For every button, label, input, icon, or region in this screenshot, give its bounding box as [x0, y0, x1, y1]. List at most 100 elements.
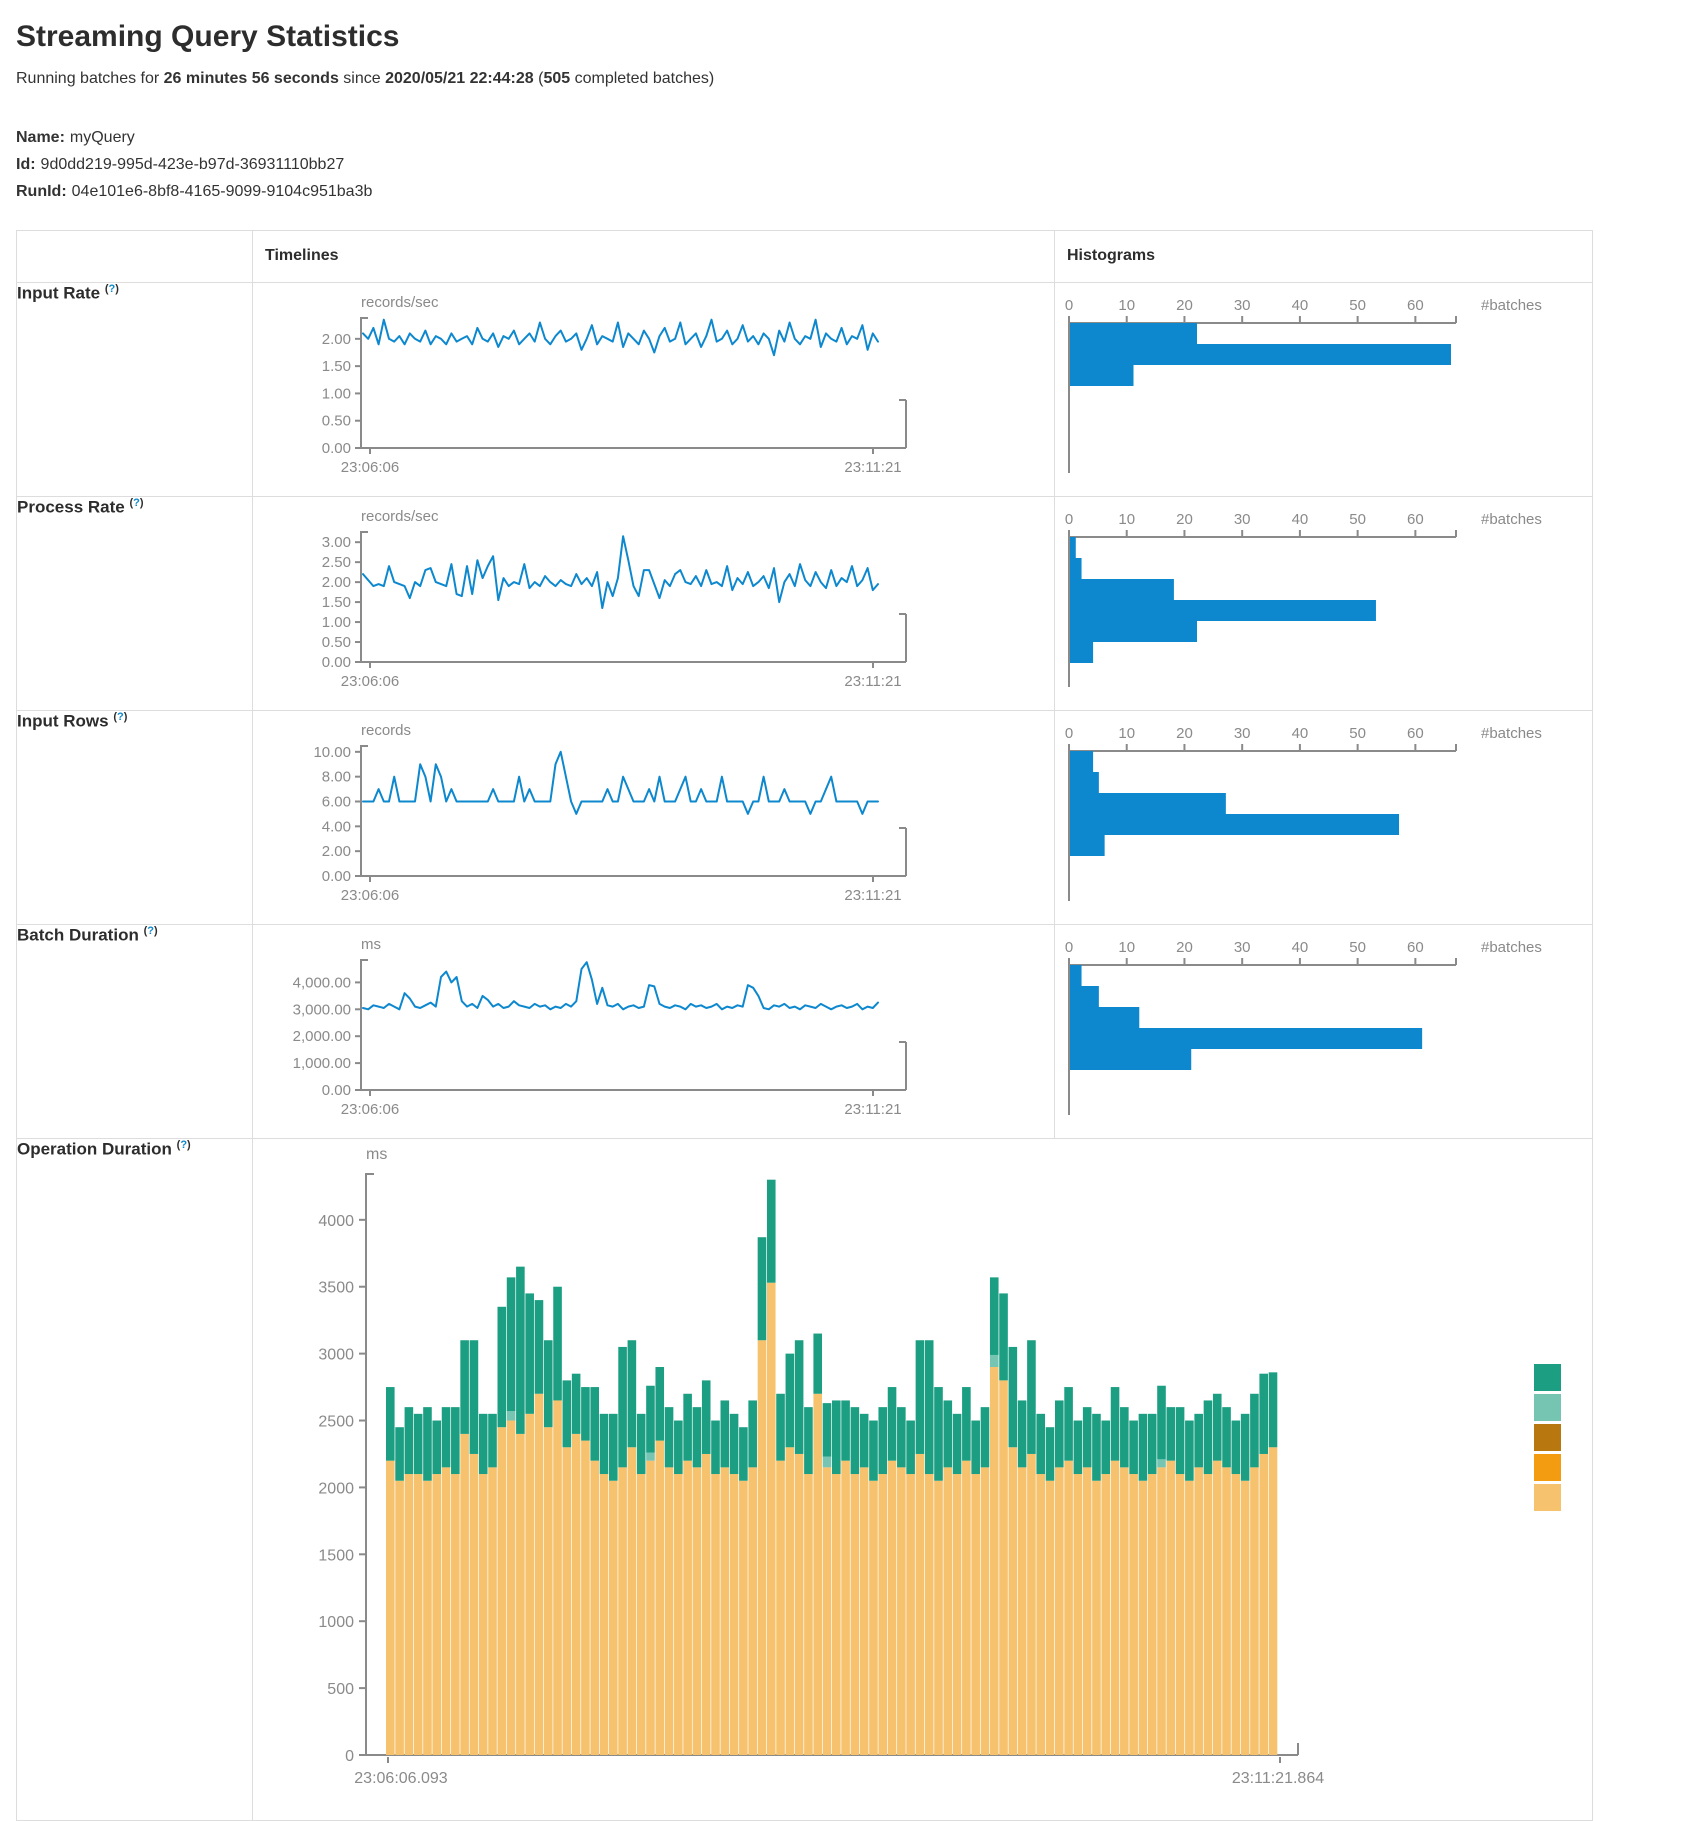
running-batches-line: Running batches for 26 minutes 56 second…	[16, 70, 1693, 88]
query-runid-line: RunId: 04e101e6-8bf8-4165-9099-9104c951ba…	[16, 178, 1693, 205]
svg-text:ms: ms	[366, 1146, 387, 1163]
input-rate-label-cell: Input Rate (?)	[16, 281, 253, 497]
svg-text:10.00: 10.00	[313, 743, 351, 760]
help-icon[interactable]: (?)	[104, 282, 119, 295]
start-time: 2020/05/21 22:44:28	[385, 70, 534, 87]
svg-text:0.00: 0.00	[322, 868, 351, 885]
svg-text:0.50: 0.50	[322, 412, 351, 429]
help-icon[interactable]: (?)	[129, 496, 144, 509]
row-label: Input Rate	[17, 283, 101, 303]
svg-text:50: 50	[1349, 725, 1366, 742]
svg-text:0: 0	[345, 1748, 354, 1765]
corner-cell	[16, 229, 253, 283]
svg-text:23:11:21: 23:11:21	[844, 887, 901, 904]
svg-text:500: 500	[327, 1681, 354, 1698]
svg-text:#batches: #batches	[1481, 725, 1542, 742]
svg-text:2.00: 2.00	[322, 330, 351, 347]
svg-text:3,000.00: 3,000.00	[293, 1001, 351, 1018]
row-label: Operation Duration	[17, 1139, 172, 1159]
svg-text:0: 0	[1065, 939, 1073, 956]
svg-text:40: 40	[1292, 939, 1309, 956]
svg-text:1,000.00: 1,000.00	[293, 1055, 351, 1072]
svg-text:1.50: 1.50	[322, 594, 351, 611]
svg-text:10: 10	[1118, 297, 1135, 314]
svg-text:10: 10	[1118, 725, 1135, 742]
process-rate-row: Process Rate (?) records/sec 0.00 0.50 1.00…	[16, 495, 1593, 711]
svg-text:23:06:06: 23:06:06	[341, 1101, 399, 1118]
svg-text:23:11:21.864: 23:11:21.864	[1232, 1770, 1324, 1787]
svg-text:1.00: 1.00	[322, 385, 351, 402]
input-rate-histogram-chart: 0 10 20 30 40 50 60 #batches	[1055, 283, 1592, 496]
runid-value: 04e101e6-8bf8-4165-9099-9104c951ba3b	[71, 183, 373, 201]
row-label: Input Rows	[17, 711, 109, 731]
svg-text:0.50: 0.50	[322, 634, 351, 651]
svg-text:30: 30	[1234, 725, 1251, 742]
batch-duration-label-cell: Batch Duration (?)	[16, 923, 253, 1139]
table-header-row: Timelines Histograms	[16, 229, 1593, 283]
svg-text:2.00: 2.00	[322, 843, 351, 860]
svg-text:2.50: 2.50	[322, 554, 351, 571]
running-duration: 26 minutes 56 seconds	[163, 70, 339, 87]
svg-text:23:06:06: 23:06:06	[341, 459, 399, 476]
since-word: since	[338, 70, 386, 87]
name-label: Name:	[16, 129, 65, 146]
stats-table: Timelines Histograms Input Rate (?) reco…	[16, 229, 1593, 1821]
batch-duration-row: Batch Duration (?) ms 0.00 1,000.00 2,000.0…	[16, 923, 1593, 1139]
query-name-line: Name: myQuery	[16, 124, 1693, 151]
svg-text:#batches: #batches	[1481, 511, 1542, 528]
svg-text:23:11:21: 23:11:21	[844, 673, 901, 690]
row-label: Process Rate	[17, 497, 125, 517]
operation-duration-row: Operation Duration (?) ms 0 500 1000 1500 200…	[16, 1137, 1593, 1821]
svg-text:0.00: 0.00	[322, 440, 351, 457]
help-icon[interactable]: (?)	[113, 710, 128, 723]
svg-text:1.00: 1.00	[322, 614, 351, 631]
svg-text:30: 30	[1234, 297, 1251, 314]
svg-text:1500: 1500	[318, 1547, 354, 1564]
process-rate-label-cell: Process Rate (?)	[16, 495, 253, 711]
batch-duration-histogram-chart: 0 10 20 30 40 50 60 #batches	[1055, 925, 1592, 1138]
svg-text:40: 40	[1292, 725, 1309, 742]
svg-text:20: 20	[1176, 725, 1193, 742]
svg-text:50: 50	[1349, 939, 1366, 956]
svg-text:1.50: 1.50	[322, 358, 351, 375]
query-id-line: Id: 9d0dd219-995d-423e-b97d-36931110bb27	[16, 151, 1693, 178]
svg-text:50: 50	[1349, 511, 1366, 528]
svg-text:records/sec: records/sec	[361, 294, 439, 311]
svg-text:50: 50	[1349, 297, 1366, 314]
svg-text:6.00: 6.00	[322, 793, 351, 810]
svg-text:4.00: 4.00	[322, 818, 351, 835]
operation-duration-cell: ms 0 500 1000 1500 2000 2500 3000 3500 4000 23:06:…	[252, 1137, 1593, 1821]
svg-text:2,000.00: 2,000.00	[293, 1028, 351, 1045]
svg-text:0.00: 0.00	[322, 654, 351, 671]
batches-count: 505	[543, 70, 571, 87]
svg-text:4000: 4000	[318, 1212, 354, 1229]
name-value: myQuery	[69, 129, 135, 146]
running-prefix: Running batches for	[16, 70, 164, 87]
legend-swatch	[1534, 1423, 1561, 1451]
batches-open: (	[533, 70, 544, 87]
svg-text:2000: 2000	[318, 1480, 354, 1497]
svg-text:23:11:21: 23:11:21	[844, 1101, 901, 1118]
svg-text:3000: 3000	[318, 1346, 354, 1363]
svg-text:3500: 3500	[318, 1279, 354, 1296]
svg-text:30: 30	[1234, 511, 1251, 528]
operation-duration-chart: ms 0 500 1000 1500 2000 2500 3000 3500 4000 23:06:…	[253, 1139, 1592, 1820]
process-rate-histogram-chart: 0 10 20 30 40 50 60 #batches	[1055, 497, 1592, 710]
batches-suffix: completed batches)	[570, 70, 715, 87]
input-rate-row: Input Rate (?) records/sec 0.00 0.50 1.00 1.…	[16, 281, 1593, 497]
input-rows-label-cell: Input Rows (?)	[16, 709, 253, 925]
svg-text:ms: ms	[361, 936, 381, 953]
svg-text:20: 20	[1176, 297, 1193, 314]
runid-label: RunId:	[16, 183, 67, 201]
svg-text:0: 0	[1065, 511, 1073, 528]
help-icon[interactable]: (?)	[176, 1138, 191, 1151]
id-value: 9d0dd219-995d-423e-b97d-36931110bb27	[40, 156, 345, 174]
svg-text:8.00: 8.00	[322, 768, 351, 785]
svg-text:60: 60	[1407, 297, 1424, 314]
svg-text:23:06:06.093: 23:06:06.093	[354, 1770, 448, 1787]
svg-text:60: 60	[1407, 511, 1424, 528]
id-label: Id:	[16, 156, 36, 174]
help-icon[interactable]: (?)	[143, 924, 158, 937]
input-rows-row: Input Rows (?) records 0.00 2.00 4.00 6.00 8.…	[16, 709, 1593, 925]
input-rate-timeline-chart: records/sec 0.00 0.50 1.00 1.50 2.00 23:06:06 2…	[253, 283, 1054, 496]
